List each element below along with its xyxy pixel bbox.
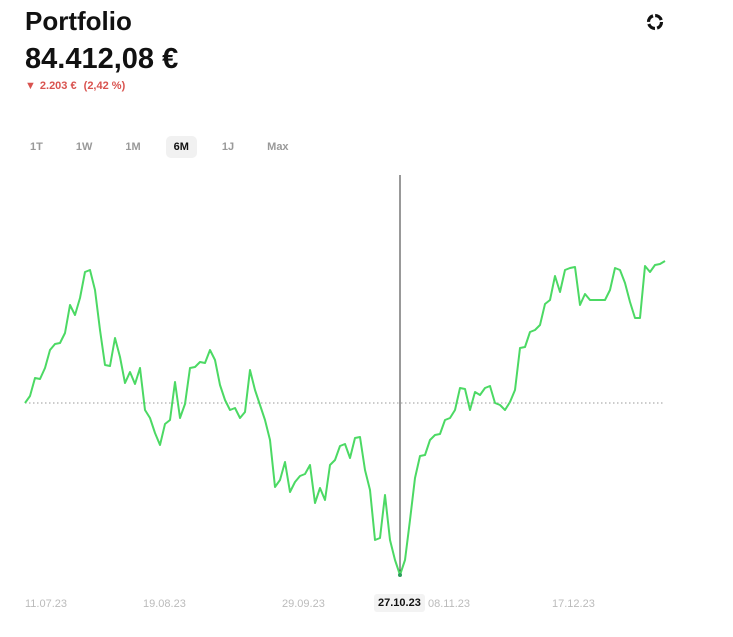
- tab-1m[interactable]: 1M: [125, 141, 141, 153]
- triangle-down-icon: ▼: [25, 80, 36, 92]
- tab-max[interactable]: Max: [267, 141, 289, 153]
- tab-1j[interactable]: 1J: [221, 141, 235, 153]
- x-tick-label: 19.08.23: [143, 598, 186, 610]
- time-range-tabs: 1T 1W 1M 6M 1J Max: [22, 136, 314, 158]
- tab-1w[interactable]: 1W: [75, 141, 93, 153]
- change-percent: (2,42 %): [83, 80, 126, 92]
- x-tick-label: 08.11.23: [428, 598, 471, 610]
- tab-6m[interactable]: 6M: [165, 136, 197, 158]
- change-absolute: 2.203 €: [39, 80, 77, 92]
- cursor-date-label: 27.10.23: [374, 594, 425, 612]
- tab-1t[interactable]: 1T: [30, 141, 43, 153]
- cursor-point: [398, 573, 402, 577]
- series-line: [24, 260, 666, 576]
- portfolio-value: 84.412,08 €: [25, 43, 179, 75]
- page-title: Portfolio: [25, 6, 132, 36]
- x-tick-label: 17.12.23: [552, 598, 595, 610]
- portfolio-change: ▼ 2.203 € (2,42 %): [25, 80, 129, 92]
- x-tick-label: 29.09.23: [282, 598, 325, 610]
- loading-ring-icon[interactable]: [645, 12, 665, 32]
- x-tick-label: 11.07.23: [25, 598, 68, 610]
